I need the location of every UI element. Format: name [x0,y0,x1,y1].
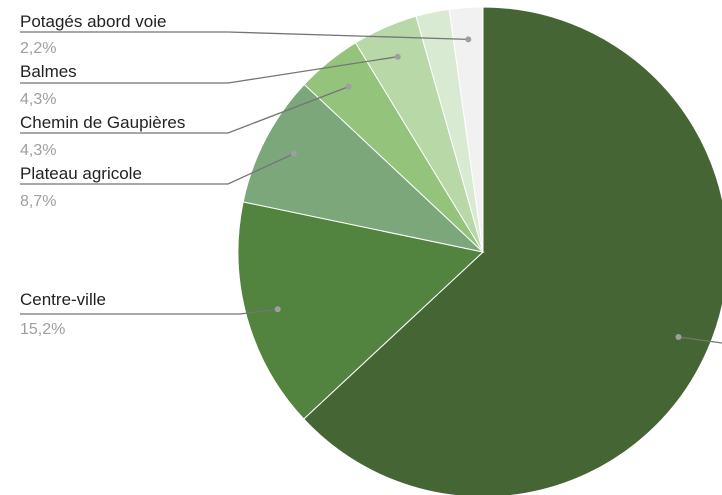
leader-dot-balmes [394,53,401,60]
leader-line-plateau [20,153,295,185]
slice-pct-gaupieres: 4,3% [20,142,56,159]
leader-dot-main [675,334,682,340]
slice-label-balmes: Balmes [20,62,77,81]
leader-dot-potages [465,36,472,43]
leader-line-main [678,336,722,344]
slice-label-potages: Potagés abord voie [20,12,167,31]
leader-line-balmes [20,56,398,84]
slice-pct-plateau: 8,7% [20,193,56,210]
leader-dot-gaupieres [345,83,352,90]
pie-slice-potages [448,6,484,253]
leader-line-centre-ville [20,308,278,315]
slice-label-centre-ville: Centre-ville [20,290,106,309]
leader-dot-centre-ville [274,306,281,313]
pie-slices [237,6,722,495]
pie-slice-main [303,6,722,495]
leader-line-gaupieres [20,85,349,134]
leader-dot-plateau [290,150,297,157]
pie-slice-plateau [242,83,485,253]
slice-pct-potages: 2,2% [20,40,56,57]
leader-line-potages [20,31,469,41]
slice-pct-balmes: 4,3% [20,91,56,108]
slice-label-plateau: Plateau agricole [20,164,142,183]
slice-label-gaupieres: Chemin de Gaupières [20,113,185,132]
pie-slice-centre-ville [237,201,485,420]
leader-lines [20,31,722,344]
slice-pct-centre-ville: 15,2% [20,321,65,338]
